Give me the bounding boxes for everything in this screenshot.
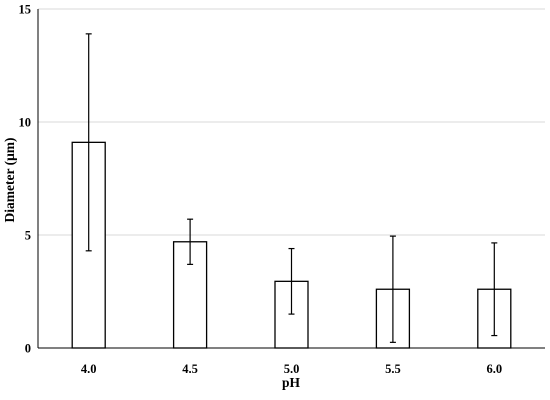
x-tick-label: 6.0	[486, 362, 502, 376]
x-tick-labels: 4.0 4.5 5.0 5.5 6.0	[81, 362, 502, 376]
x-axis-title: pH	[282, 375, 301, 390]
y-tick-label: 15	[19, 3, 32, 17]
x-tick-label: 4.0	[81, 362, 97, 376]
y-axis-title: Diameter (μm)	[2, 138, 17, 223]
grid-lines	[38, 8, 545, 236]
y-tick-label: 10	[19, 116, 32, 130]
y-tick-label: 0	[25, 342, 31, 356]
x-tick-label: 4.5	[182, 362, 198, 376]
x-tick-label: 5.5	[385, 362, 401, 376]
x-tick-label: 5.0	[284, 362, 300, 376]
y-tick-labels: 0 5 10 15	[19, 3, 32, 356]
bars	[71, 141, 512, 349]
y-tick-label: 5	[25, 229, 31, 243]
bar	[172, 241, 208, 349]
error-bars	[85, 33, 498, 343]
